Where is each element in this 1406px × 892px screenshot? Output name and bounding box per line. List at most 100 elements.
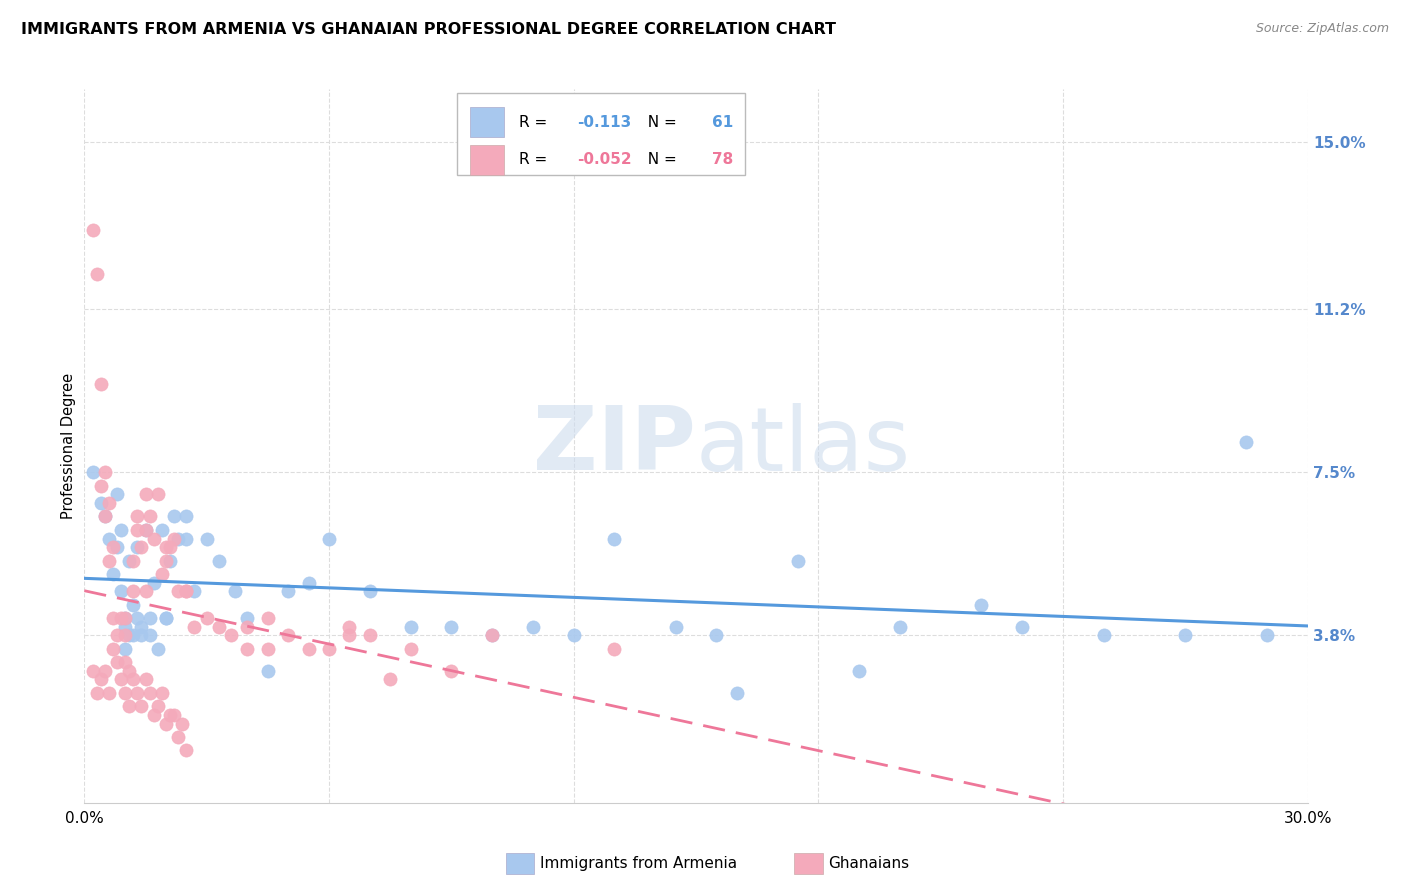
Y-axis label: Professional Degree: Professional Degree xyxy=(60,373,76,519)
Point xyxy=(135,584,157,599)
Point xyxy=(135,673,157,687)
Point xyxy=(138,686,160,700)
Point xyxy=(114,628,136,642)
Point xyxy=(101,611,124,625)
Point xyxy=(135,523,157,537)
Point xyxy=(86,686,108,700)
Point xyxy=(665,619,688,633)
Point xyxy=(118,698,141,713)
Point xyxy=(110,673,132,687)
Point xyxy=(131,541,153,555)
Point xyxy=(257,664,280,678)
Point xyxy=(97,496,120,510)
Point xyxy=(93,664,117,678)
Point xyxy=(97,553,120,567)
Point xyxy=(93,466,117,480)
Point xyxy=(163,707,186,722)
Point xyxy=(127,509,149,524)
Point xyxy=(101,541,124,555)
Point xyxy=(82,664,104,678)
Point xyxy=(257,611,280,625)
Point xyxy=(93,509,117,524)
Point xyxy=(219,628,242,642)
Point xyxy=(257,641,280,656)
Text: Source: ZipAtlas.com: Source: ZipAtlas.com xyxy=(1256,22,1389,36)
Point xyxy=(159,541,181,555)
Point xyxy=(127,611,149,625)
Text: atlas: atlas xyxy=(696,402,911,490)
Point xyxy=(440,619,463,633)
Point xyxy=(562,628,585,642)
Point xyxy=(1011,619,1033,633)
Point xyxy=(195,532,218,546)
Text: R =: R = xyxy=(519,153,551,168)
Point xyxy=(176,509,198,524)
Point xyxy=(848,664,870,678)
Point xyxy=(122,628,145,642)
Point xyxy=(118,628,141,642)
Point xyxy=(82,466,104,480)
Point xyxy=(359,584,381,599)
Point xyxy=(150,523,173,537)
Point xyxy=(380,673,402,687)
Point xyxy=(122,598,145,612)
Point xyxy=(339,619,361,633)
Point xyxy=(155,541,177,555)
Point xyxy=(114,641,136,656)
Point xyxy=(97,532,120,546)
Point xyxy=(298,641,321,656)
Point xyxy=(122,584,145,599)
Point xyxy=(359,628,381,642)
Point xyxy=(114,686,136,700)
Point xyxy=(105,487,128,501)
Point xyxy=(135,523,157,537)
Text: ZIP: ZIP xyxy=(533,402,696,490)
Point xyxy=(131,698,153,713)
Point xyxy=(481,628,503,642)
Point xyxy=(127,541,149,555)
Point xyxy=(101,641,124,656)
Point xyxy=(163,509,186,524)
Text: IMMIGRANTS FROM ARMENIA VS GHANAIAN PROFESSIONAL DEGREE CORRELATION CHART: IMMIGRANTS FROM ARMENIA VS GHANAIAN PROF… xyxy=(21,22,837,37)
Point xyxy=(339,628,361,642)
Point xyxy=(138,509,160,524)
Point xyxy=(142,532,165,546)
Point xyxy=(105,628,128,642)
Point xyxy=(1092,628,1115,642)
Point xyxy=(195,611,218,625)
Point xyxy=(146,698,169,713)
Point xyxy=(183,584,205,599)
Text: -0.113: -0.113 xyxy=(578,114,631,129)
Point xyxy=(208,619,231,633)
Point xyxy=(224,584,246,599)
Point xyxy=(82,223,104,237)
Text: 78: 78 xyxy=(711,153,733,168)
Point xyxy=(318,532,340,546)
Text: Ghanaians: Ghanaians xyxy=(828,856,910,871)
Point xyxy=(440,664,463,678)
Point xyxy=(105,655,128,669)
Point xyxy=(146,641,169,656)
Point xyxy=(787,553,810,567)
Point xyxy=(522,619,544,633)
Point xyxy=(110,523,132,537)
Point xyxy=(277,628,299,642)
Point xyxy=(114,611,136,625)
Point xyxy=(86,267,108,281)
Point xyxy=(97,686,120,700)
Point xyxy=(163,532,186,546)
Point xyxy=(603,532,626,546)
Point xyxy=(725,686,748,700)
Point xyxy=(110,611,132,625)
Point xyxy=(889,619,911,633)
FancyBboxPatch shape xyxy=(470,145,503,175)
Point xyxy=(110,584,132,599)
Point xyxy=(167,584,190,599)
Point xyxy=(122,553,145,567)
Point xyxy=(318,641,340,656)
Point xyxy=(167,532,190,546)
Point xyxy=(118,664,141,678)
Point xyxy=(114,611,136,625)
Point xyxy=(399,641,422,656)
Point xyxy=(90,478,112,492)
